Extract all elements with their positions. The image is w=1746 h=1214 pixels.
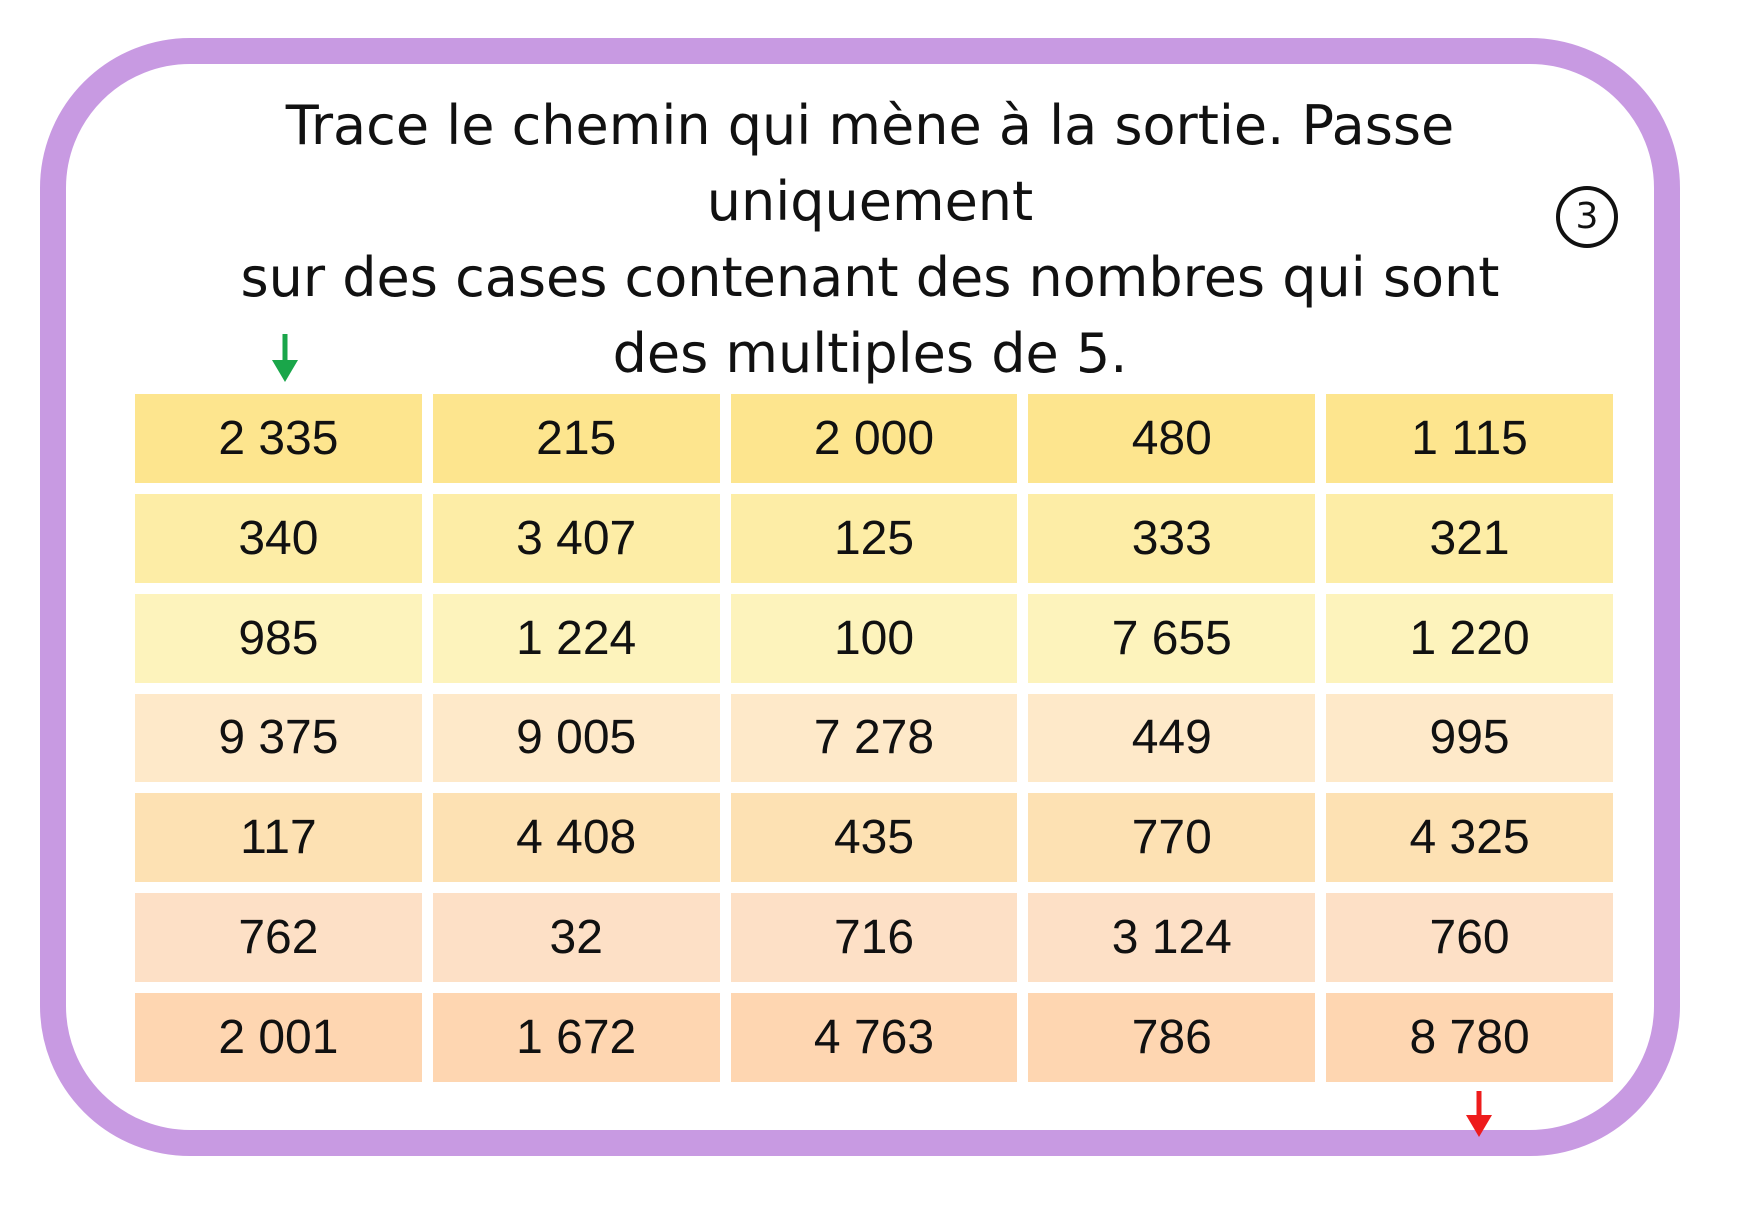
maze-cell[interactable]: 1 220 — [1326, 593, 1613, 683]
maze-cell[interactable]: 9 005 — [432, 693, 720, 783]
maze-cell[interactable]: 2 335 — [135, 394, 422, 483]
maze-cell[interactable]: 435 — [730, 793, 1018, 883]
maze-grid: 2 335 215 2 000 480 1 115 340 3 407 125 333 321 98… — [135, 394, 1613, 1082]
maze-cell[interactable]: 995 — [1326, 693, 1613, 783]
maze-cell[interactable]: 100 — [730, 593, 1018, 683]
maze-cell[interactable]: 4 408 — [432, 793, 720, 883]
instruction-line-2: sur des cases contenant des nombres qui … — [240, 246, 1500, 309]
maze-cell[interactable]: 480 — [1028, 394, 1316, 483]
maze-cell[interactable]: 770 — [1028, 793, 1316, 883]
maze-cell[interactable]: 449 — [1028, 693, 1316, 783]
maze-cell[interactable]: 2 000 — [730, 394, 1018, 483]
maze-cell[interactable]: 9 375 — [135, 693, 422, 783]
maze-cell[interactable]: 2 001 — [135, 993, 422, 1082]
instruction-line-1: Trace le chemin qui mène à la sortie. Pa… — [285, 94, 1455, 233]
maze-cell[interactable]: 1 672 — [432, 993, 720, 1082]
maze-cell[interactable]: 4 325 — [1326, 793, 1613, 883]
maze-cell[interactable]: 3 407 — [432, 493, 720, 583]
maze-cell[interactable]: 321 — [1326, 493, 1613, 583]
maze-cell[interactable]: 1 115 — [1326, 394, 1613, 483]
maze-cell[interactable]: 762 — [135, 893, 422, 983]
maze-cell[interactable]: 215 — [432, 394, 720, 483]
instruction-line-3: des multiples de 5. — [612, 322, 1128, 385]
maze-cell[interactable]: 786 — [1028, 993, 1316, 1082]
maze-cell[interactable]: 985 — [135, 593, 422, 683]
maze-cell[interactable]: 3 124 — [1028, 893, 1316, 983]
card-number-badge: 3 — [1556, 186, 1618, 248]
maze-cell[interactable]: 340 — [135, 493, 422, 583]
maze-cell[interactable]: 8 780 — [1326, 993, 1613, 1082]
maze-cell[interactable]: 4 763 — [730, 993, 1018, 1082]
exit-arrow-icon — [1466, 1091, 1492, 1137]
maze-cell[interactable]: 7 655 — [1028, 593, 1316, 683]
instruction-text: Trace le chemin qui mène à la sortie. Pa… — [150, 88, 1590, 392]
maze-cell[interactable]: 125 — [730, 493, 1018, 583]
maze-cell[interactable]: 716 — [730, 893, 1018, 983]
maze-cell[interactable]: 7 278 — [730, 693, 1018, 783]
maze-cell[interactable]: 32 — [432, 893, 720, 983]
start-arrow-icon — [272, 334, 298, 382]
maze-cell[interactable]: 1 224 — [432, 593, 720, 683]
maze-cell[interactable]: 117 — [135, 793, 422, 883]
maze-cell[interactable]: 760 — [1326, 893, 1613, 983]
maze-cell[interactable]: 333 — [1028, 493, 1316, 583]
